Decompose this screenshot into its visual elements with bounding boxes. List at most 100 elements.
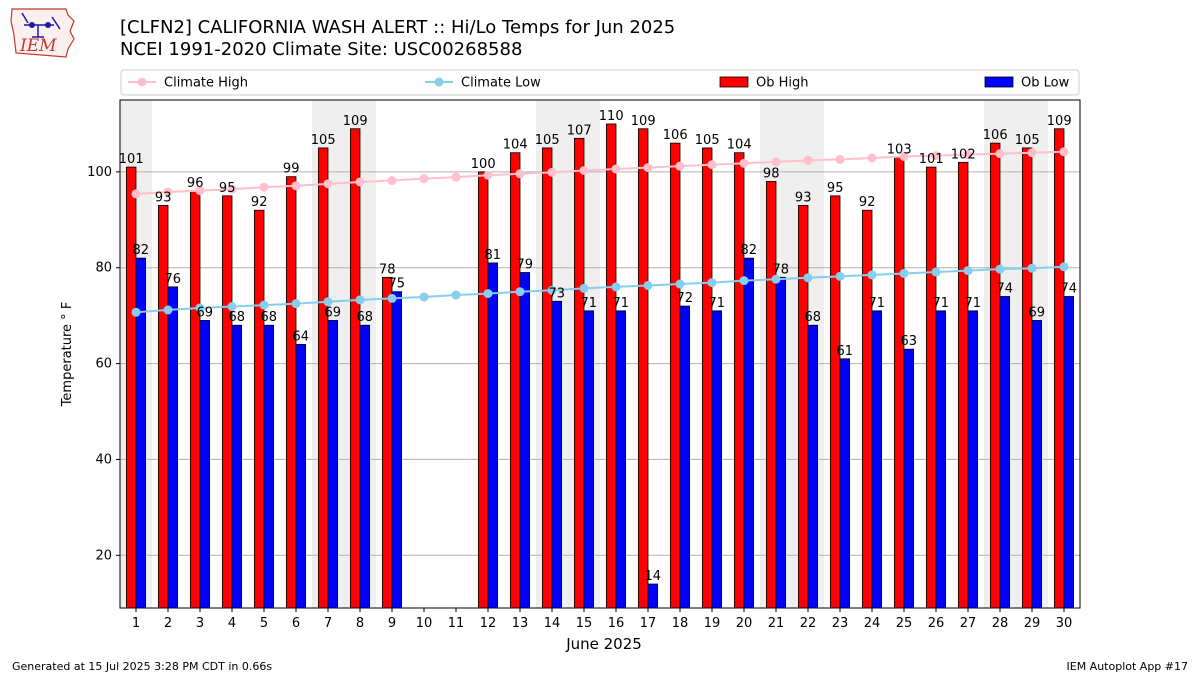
climate-low-point-day-14 bbox=[547, 285, 557, 295]
x-tick-label-24: 24 bbox=[864, 616, 881, 631]
climate-low-point-day-24 bbox=[867, 270, 877, 280]
legend-ob-high-label: Ob High bbox=[756, 76, 809, 91]
x-tick-label-4: 4 bbox=[228, 616, 236, 631]
ob-low-bar-day-29 bbox=[1031, 320, 1043, 609]
ob-low-bar-day-20 bbox=[743, 257, 755, 609]
ob-low-bar-day-4 bbox=[231, 324, 243, 609]
climate-high-point-day-5 bbox=[259, 182, 269, 192]
climate-high-point-day-19 bbox=[707, 160, 717, 170]
climate-low-point-day-25 bbox=[899, 268, 909, 278]
x-tick-label-18: 18 bbox=[672, 616, 689, 631]
ob-high-label-day-2: 93 bbox=[155, 190, 172, 205]
climate-high-point-day-14 bbox=[547, 167, 557, 177]
climate-high-point-day-18 bbox=[675, 161, 685, 171]
ob-high-label-day-13: 104 bbox=[503, 138, 528, 153]
climate-low-point-day-4 bbox=[227, 302, 237, 312]
ob-low-bar-day-19 bbox=[711, 310, 723, 609]
ob-low-label-day-30: 74 bbox=[1061, 281, 1078, 296]
x-tick-label-23: 23 bbox=[832, 616, 849, 631]
ob-low-bar-day-7 bbox=[327, 320, 339, 609]
weather-station-icon bbox=[21, 12, 61, 38]
ob-high-label-day-20: 104 bbox=[727, 138, 752, 153]
iem-logo-graphic: IEM bbox=[10, 8, 75, 58]
x-tick-label-22: 22 bbox=[800, 616, 817, 631]
ob-low-bar-day-25 bbox=[903, 348, 915, 609]
climate-high-point-day-20 bbox=[739, 158, 749, 168]
climate-low-point-day-23 bbox=[835, 271, 845, 281]
ob-high-label-day-15: 107 bbox=[567, 123, 592, 138]
y-tick-label-80: 80 bbox=[95, 261, 112, 276]
ob-high-bar-day-6 bbox=[285, 176, 297, 609]
climate-high-point-day-21 bbox=[771, 157, 781, 167]
climate-low-point-day-28 bbox=[995, 264, 1005, 274]
ob-high-label-day-22: 93 bbox=[795, 190, 812, 205]
ob-high-bar-day-28 bbox=[990, 142, 1001, 609]
ob-low-bar-day-16 bbox=[615, 310, 627, 609]
x-tick-label-25: 25 bbox=[896, 616, 913, 631]
climate-low-point-day-22 bbox=[803, 273, 813, 283]
legend-ob-low-label: Ob Low bbox=[1021, 76, 1070, 91]
climate-lines bbox=[131, 147, 1069, 317]
climate-low-point-day-3 bbox=[195, 303, 205, 313]
ob-high-label-day-29: 105 bbox=[1015, 133, 1040, 148]
ob-high-bar-day-26 bbox=[926, 166, 937, 609]
ob-low-label-day-29: 69 bbox=[1029, 305, 1046, 320]
ob-high-bar-day-1 bbox=[126, 166, 137, 609]
ob-high-label-day-3: 96 bbox=[187, 176, 204, 191]
legend-climate-high-marker bbox=[137, 77, 147, 87]
climate-high-point-day-29 bbox=[1027, 148, 1037, 158]
climate-high-point-day-15 bbox=[579, 165, 589, 175]
climate-high-point-day-30 bbox=[1059, 147, 1069, 157]
climate-high-point-day-4 bbox=[227, 184, 237, 194]
y-axis-label: Temperature ° F bbox=[60, 302, 75, 408]
ob-low-label-day-17: 14 bbox=[645, 569, 662, 584]
data-labels: 101 93 96 95 92 99 105 109 78 100 104 105 107 110 109 1… bbox=[119, 109, 1077, 584]
climate-high-point-day-8 bbox=[355, 177, 365, 187]
climate-low-point-day-19 bbox=[707, 278, 717, 288]
ob-low-bar-day-13 bbox=[519, 272, 531, 609]
x-tick-label-28: 28 bbox=[992, 616, 1009, 631]
ob-high-bar-day-2 bbox=[157, 205, 169, 609]
ob-low-bar-day-18 bbox=[679, 305, 691, 609]
ob-high-bar-day-19 bbox=[702, 147, 713, 609]
climate-high-point-day-7 bbox=[323, 179, 333, 189]
ob-high-label-day-9: 78 bbox=[379, 262, 396, 277]
climate-low-point-day-26 bbox=[931, 267, 941, 277]
climate-low-point-day-9 bbox=[387, 293, 397, 303]
climate-low-point-day-11 bbox=[451, 290, 461, 300]
ob-low-label-day-16: 71 bbox=[613, 296, 630, 311]
ob-high-bar-day-7 bbox=[317, 147, 329, 609]
x-tick-label-15: 15 bbox=[576, 616, 593, 631]
ob-low-bar-day-12 bbox=[487, 262, 499, 609]
ob-low-label-day-7: 69 bbox=[325, 305, 342, 320]
ob-high-label-day-18: 106 bbox=[663, 128, 688, 143]
ob-low-label-day-14: 73 bbox=[549, 286, 566, 301]
app-credit: IEM Autoplot App #17 bbox=[1066, 660, 1189, 673]
x-tick-label-16: 16 bbox=[608, 616, 625, 631]
x-tick-label-7: 7 bbox=[324, 616, 332, 631]
ob-high-label-day-21: 98 bbox=[763, 166, 780, 181]
ob-low-bar-day-24 bbox=[871, 310, 883, 609]
ob-high-bar-day-17 bbox=[638, 128, 649, 609]
ob-low-label-day-24: 71 bbox=[869, 296, 886, 311]
climate-low-point-day-7 bbox=[323, 297, 333, 307]
ob-low-bar-day-30 bbox=[1063, 296, 1075, 609]
legend-box bbox=[120, 69, 1080, 96]
ob-low-label-day-15: 71 bbox=[581, 296, 598, 311]
ob-high-bar-day-3 bbox=[189, 190, 201, 609]
climate-high-line bbox=[135, 150, 1065, 195]
ob-low-label-day-12: 81 bbox=[485, 248, 502, 263]
climate-high-point-day-10 bbox=[419, 174, 429, 184]
ob-high-label-day-5: 92 bbox=[251, 195, 268, 210]
climate-high-point-day-25 bbox=[899, 152, 909, 162]
x-tick-label-2: 2 bbox=[164, 616, 172, 631]
y-tick-label-40: 40 bbox=[95, 452, 112, 467]
ob-high-bar-day-30 bbox=[1054, 128, 1065, 609]
x-tick-label-10: 10 bbox=[416, 616, 433, 631]
ob-high-label-day-14: 105 bbox=[535, 133, 560, 148]
ob-high-bar-day-18 bbox=[670, 142, 681, 609]
x-tick-label-29: 29 bbox=[1024, 616, 1041, 631]
ob-low-bar-day-8 bbox=[359, 324, 371, 609]
ob-high-bar-day-13 bbox=[509, 152, 521, 609]
